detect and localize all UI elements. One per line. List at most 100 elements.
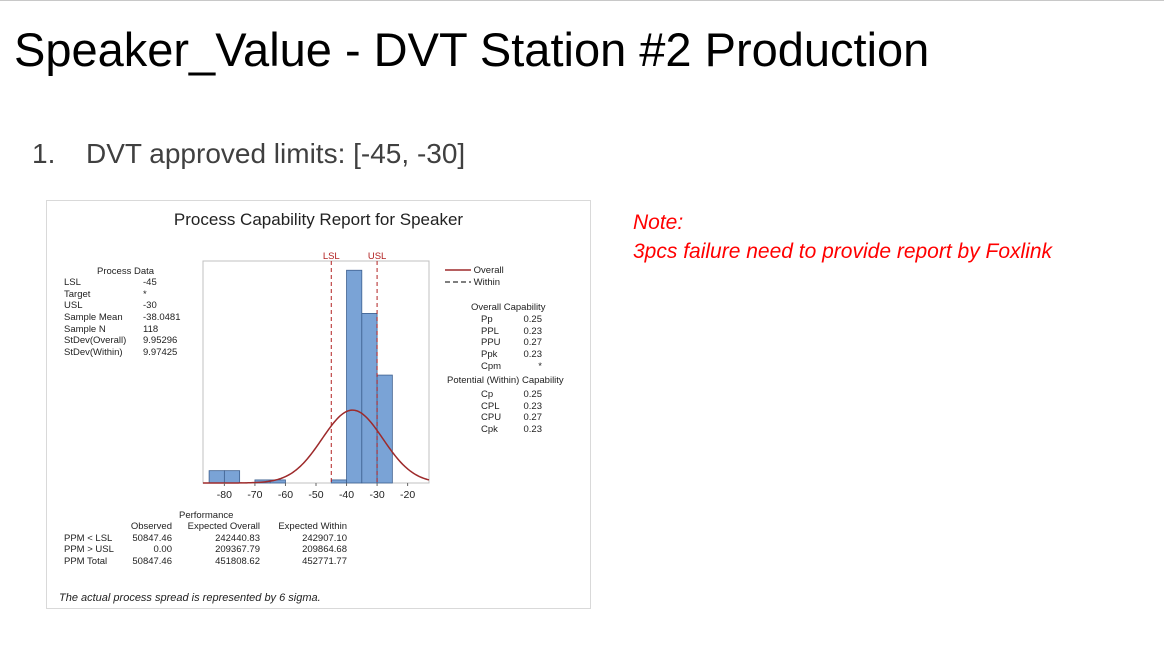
row-value: 209864.68 [302, 544, 347, 556]
table-row: Sample Mean -38.0481 [64, 312, 203, 324]
table-row: LSL -45 [64, 277, 203, 289]
row-value: * [143, 288, 147, 300]
row-label: Target [64, 288, 91, 300]
note-heading: Note: [633, 211, 684, 234]
table-row: Cpk 0.23 [481, 424, 542, 436]
histogram-bar [376, 374, 393, 484]
column-header: Expected Overall [187, 521, 260, 532]
row-value: * [538, 360, 542, 372]
table-row: Target * [64, 289, 203, 301]
spec-limit-label: USL [368, 251, 386, 262]
table-row: Cpm * [481, 361, 542, 373]
report-title: Process Capability Report for Speaker [173, 210, 464, 229]
row-value: 0.25 [523, 389, 543, 400]
row-label: Cp [481, 389, 494, 400]
capability-report: Process Capability Report for Speaker Pr… [46, 200, 591, 609]
row-label: StDev(Overall) [64, 335, 127, 347]
bullet-text: DVT approved limits: [-45, -30] [86, 138, 466, 169]
histogram-bar [223, 470, 241, 484]
row-value: 452771.77 [302, 556, 347, 568]
top-border-line [0, 0, 1164, 1]
x-tick-label: -70 [247, 489, 262, 501]
row-value: 0.27 [523, 412, 543, 424]
row-label: Cpk [481, 424, 498, 436]
row-value: 0.27 [523, 337, 543, 349]
table-row: Ppk 0.23 [481, 349, 542, 361]
bullet-number: 1. [32, 138, 56, 169]
row-label: PPM > USL [64, 544, 114, 556]
overall-curve [203, 409, 430, 484]
potential-capability-heading: Potential (Within) Capability [447, 375, 564, 386]
row-value: 0.23 [523, 325, 543, 337]
histogram-bar [208, 470, 225, 484]
within-dash-icon [445, 281, 471, 284]
x-tick-label: -80 [217, 489, 232, 501]
x-tick-label: -40 [339, 489, 354, 501]
legend-within-label: Within [473, 277, 501, 288]
row-value: -38.0481 [143, 312, 181, 324]
histogram-bar [346, 269, 363, 484]
process-data-table: LSL -45 Target * USL -30 Sample Mean -38.0481 Sa… [64, 277, 203, 359]
row-label: PPM Total [64, 556, 108, 568]
row-value: 9.97425 [143, 347, 178, 359]
table-row: Sample N 118 [64, 324, 203, 336]
row-value: 242907.10 [302, 532, 347, 544]
row-value: 0.23 [523, 349, 543, 361]
row-label: StDev(Within) [64, 347, 123, 359]
column-header: Observed [130, 521, 172, 532]
legend-overall-label: Overall [473, 265, 504, 276]
row-label: CPU [481, 412, 502, 424]
row-label: PPL [481, 325, 499, 337]
row-value: 209367.79 [215, 544, 260, 556]
row-value: 0.00 [153, 544, 173, 556]
table-row: CPU 0.27 [481, 412, 542, 424]
performance-table: Observed Expected Overall Expected Within P… [64, 521, 347, 568]
histogram-bar [330, 479, 347, 484]
row-label: PPU [481, 337, 501, 349]
spec-limit-label: LSL [323, 251, 340, 262]
row-value: 118 [143, 323, 159, 335]
overall-capability-table: Pp 0.25 PPL 0.23 PPU 0.27 Ppk 0.23 Cpm * [481, 314, 542, 372]
note-text: 3pcs failure need to provide report by F… [633, 240, 1053, 263]
histogram-bar [361, 313, 378, 484]
slide-title: Speaker_Value - DVT Station #2 Productio… [14, 23, 930, 76]
table-row: PPL 0.23 [481, 326, 542, 338]
column-header: Expected Within [278, 521, 347, 532]
report-footnote: The actual process spread is represented… [59, 592, 321, 604]
row-value: 451808.62 [215, 556, 260, 568]
row-value: -45 [143, 277, 157, 288]
process-data-heading: Process Data [97, 266, 155, 277]
row-label: CPL [481, 400, 500, 412]
row-label: LSL [64, 277, 81, 288]
table-row: PPU 0.27 [481, 337, 542, 349]
table-row: StDev(Within) 9.97425 [64, 347, 203, 359]
row-value: 0.23 [523, 424, 543, 436]
table-row: USL -30 [64, 300, 203, 312]
table-row: Pp 0.25 [481, 314, 542, 326]
histogram-chart: LSL USL -80 -70 -60 -50 -40 -30 -20 [202, 251, 430, 501]
row-value: -30 [143, 300, 157, 312]
plot-frame [202, 260, 430, 484]
row-value: 9.95296 [143, 335, 178, 347]
row-label: Sample Mean [64, 312, 123, 324]
x-tick-label: -30 [369, 489, 384, 501]
row-label: Sample N [64, 323, 106, 335]
table-row: StDev(Overall) 9.95296 [64, 335, 203, 347]
table-row: Cp 0.25 [481, 389, 542, 401]
legend-overall: Overall [445, 265, 504, 277]
legend-within: Within [445, 277, 504, 289]
row-label: Ppk [481, 349, 498, 361]
row-value: 0.23 [523, 400, 543, 412]
performance-heading: Performance [179, 510, 234, 521]
row-value: 50847.46 [132, 556, 172, 568]
table-row: PPM > USL 0.00 209367.79 209864.68 [64, 544, 347, 556]
performance-header-row: Observed Expected Overall Expected Within [64, 521, 347, 533]
row-label: PPM < LSL [64, 532, 113, 544]
bullet-item: 1. DVT approved limits: [-45, -30] [32, 137, 465, 171]
note-block: Note: 3pcs failure need to provide repor… [633, 208, 1052, 266]
overall-line-icon [445, 269, 471, 272]
table-row: PPM Total 50847.46 451808.62 452771.77 [64, 556, 347, 568]
overall-capability-heading: Overall Capability [471, 302, 546, 313]
chart-legend: Overall Within [445, 265, 504, 289]
row-value: 242440.83 [215, 532, 260, 544]
